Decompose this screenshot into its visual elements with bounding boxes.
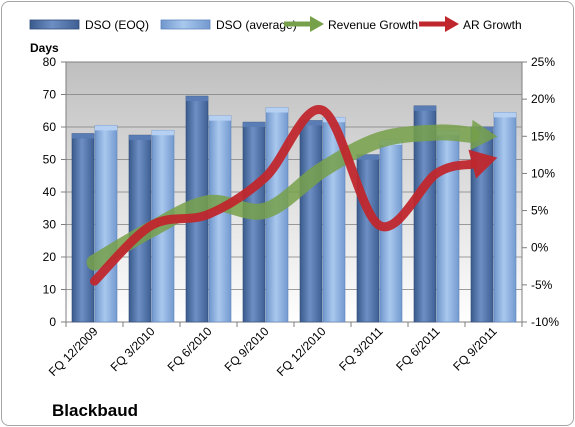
y2-tick-label: 5%	[531, 204, 549, 218]
y-axis-title: Days	[30, 41, 59, 55]
arrowhead-ar-growth	[468, 149, 498, 179]
y-tick-label: 70	[43, 88, 57, 102]
y2-axis-ticks: -10% -5% 0% 5% 10% 15% 20% 25%	[522, 55, 559, 329]
bar-top-cap	[494, 112, 516, 118]
legend-arrowhead-revenue-growth	[310, 16, 324, 32]
bar-top-cap	[300, 120, 322, 126]
y2-tick-label: 10%	[531, 166, 555, 180]
y2-tick-label: 15%	[531, 129, 555, 143]
bar-top-cap	[129, 135, 151, 141]
chart-title: Blackbaud	[52, 401, 138, 420]
bar-dso-eoq	[299, 120, 323, 323]
bar-top-cap	[243, 122, 265, 128]
legend-label-dso-average: DSO (average)	[216, 18, 297, 32]
bar-top-cap	[186, 96, 208, 102]
bar-top-cap	[266, 107, 288, 113]
y2-tick-label: -10%	[531, 315, 559, 329]
y-tick-label: 0	[49, 315, 56, 329]
y2-tick-label: 0%	[531, 241, 549, 255]
legend-swatch-dso-eoq	[29, 19, 80, 30]
y-tick-label: 50	[43, 153, 57, 167]
x-tick-label: FQ 6/2010	[165, 324, 215, 374]
lines-layer	[86, 105, 498, 286]
y-tick-label: 40	[43, 185, 57, 199]
bar-top-cap	[72, 133, 94, 139]
bar-dso-average	[94, 125, 118, 323]
bar-top-cap	[357, 154, 379, 160]
x-tick-label: FQ 12/2009	[46, 324, 101, 379]
bar-dso-average	[208, 115, 232, 323]
legend-item-ar-growth: AR Growth	[419, 16, 522, 32]
arrowhead-revenue-growth	[470, 119, 498, 150]
y-axis-ticks: 0 10 20 30 40 50 60 70 80	[43, 55, 66, 329]
legend-label-revenue-growth: Revenue Growth	[328, 18, 418, 32]
legend-swatch-dso-average	[160, 19, 211, 30]
legend-item-dso-eoq: DSO (EOQ)	[29, 18, 149, 32]
bar-top-cap	[414, 105, 436, 111]
y2-tick-label: 20%	[531, 92, 555, 106]
x-tick-label: FQ 3/2011	[336, 324, 386, 374]
legend-item-revenue-growth: Revenue Growth	[284, 16, 418, 32]
y-tick-label: 80	[43, 55, 57, 69]
x-axis-ticks: FQ 12/2009 FQ 3/2010 FQ 6/2010 FQ 9/2010 FQ …	[46, 322, 523, 379]
legend-label-ar-growth: AR Growth	[463, 18, 522, 32]
x-tick-label: FQ 9/2010	[222, 324, 272, 374]
y-tick-label: 20	[43, 250, 57, 264]
bar-dso-eoq	[71, 133, 95, 323]
legend-arrowhead-ar-growth	[445, 16, 459, 32]
bar-dso-eoq	[242, 121, 266, 323]
legend-label-dso-eoq: DSO (EOQ)	[85, 18, 149, 32]
y-tick-label: 10	[43, 283, 57, 297]
bar-top-cap	[209, 115, 231, 121]
bar-dso-average	[493, 112, 517, 323]
legend-item-dso-average: DSO (average)	[160, 18, 297, 32]
y-tick-label: 30	[43, 218, 57, 232]
y-tick-label: 60	[43, 120, 57, 134]
bar-top-cap	[152, 130, 174, 136]
x-tick-label: FQ 6/2011	[393, 324, 443, 374]
legend: DSO (EOQ) DSO (average) Revenue Growth A…	[29, 16, 522, 32]
x-tick-label: FQ 3/2010	[108, 324, 158, 374]
bar-top-cap	[95, 125, 117, 131]
x-tick-label: FQ 12/2010	[274, 324, 329, 379]
y2-tick-label: 25%	[531, 55, 555, 69]
x-tick-label: FQ 9/2011	[450, 324, 500, 374]
y2-tick-label: -5%	[531, 278, 553, 292]
bar-dso-average	[436, 129, 460, 323]
line-ar-growth	[90, 105, 477, 286]
